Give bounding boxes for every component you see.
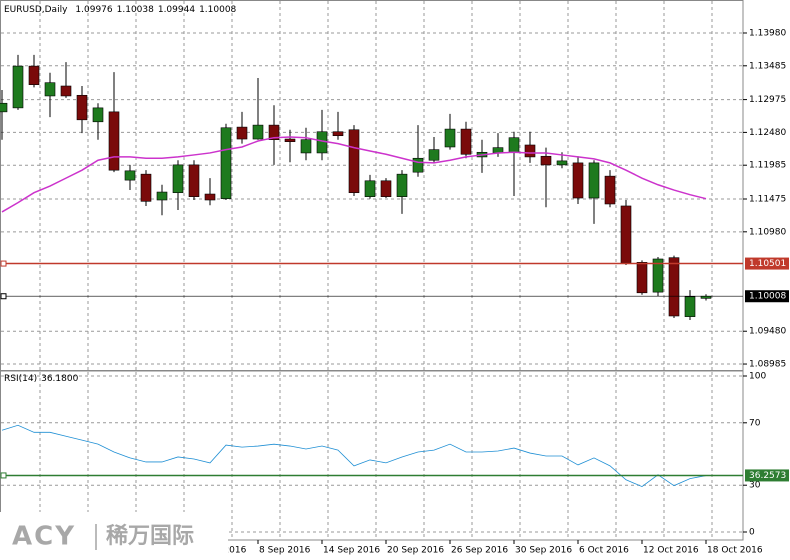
candle-body — [236, 126, 248, 140]
candle-body — [428, 149, 440, 161]
candle-body — [140, 173, 152, 202]
rsi-frame — [0, 370, 744, 541]
candle-body — [364, 180, 376, 197]
level-box — [745, 290, 789, 303]
y-tick-label: 1.11985 — [749, 161, 786, 171]
level-handle — [0, 260, 7, 267]
x-tick-label: 8 Sep 2016 — [259, 546, 311, 556]
candle-body — [588, 162, 600, 199]
x-tick-label: 30 Sep 2016 — [515, 546, 572, 556]
candle-body — [284, 138, 296, 142]
candle-body — [76, 94, 88, 121]
rsi-line — [1, 424, 707, 488]
x-tick-label: 18 Oct 2016 — [707, 546, 763, 556]
candle-body — [300, 139, 312, 154]
ohlc-close: 1.10008 — [199, 5, 236, 15]
level-box — [745, 257, 789, 270]
candle-body — [188, 164, 200, 197]
candle-body — [412, 157, 424, 173]
candle-body — [348, 129, 360, 194]
y-tick-label: 70 — [749, 418, 761, 428]
chart-title: EURUSD,Daily 1.09976 1.10038 1.09944 1.10008 — [4, 5, 237, 15]
candle-body — [460, 128, 472, 155]
rsi-title: RSI(14) 36.1800 — [4, 374, 79, 384]
candle-body — [604, 175, 616, 205]
candle-body — [332, 131, 344, 137]
watermark-bg — [0, 512, 228, 560]
y-tick-label: 1.10980 — [749, 227, 786, 237]
candle-body — [220, 127, 232, 199]
candle-body — [204, 193, 216, 201]
candle-body — [252, 124, 264, 140]
rsi-current: 36.1800 — [41, 374, 78, 384]
moving-average — [1, 136, 707, 213]
y-tick-label: 0 — [749, 528, 755, 538]
watermark-brand: ACY — [12, 522, 76, 552]
candle-body — [108, 111, 120, 171]
candle-body — [508, 137, 520, 153]
level-box — [745, 469, 789, 482]
y-tick-label: 100 — [749, 372, 766, 382]
x-tick-label: 14 Sep 2016 — [323, 546, 380, 556]
symbol: EURUSD,Daily — [4, 5, 68, 15]
ohlc-low: 1.09944 — [158, 5, 195, 15]
x-tick-label: 12 Oct 2016 — [643, 546, 699, 556]
y-tick-label: 1.13485 — [749, 61, 786, 71]
ohlc-open: 1.09976 — [75, 5, 112, 15]
y-tick-label: 1.12480 — [749, 128, 786, 138]
y-tick-label: 30 — [749, 481, 761, 491]
x-tick-label: 6 Oct 2016 — [579, 546, 629, 556]
candle-body — [28, 65, 40, 85]
candle-body — [124, 170, 136, 181]
candle-body — [444, 128, 456, 148]
ohlc-high: 1.10038 — [117, 5, 154, 15]
y-tick-label: 1.13980 — [749, 28, 786, 38]
level-label: 36.2573 — [749, 471, 786, 481]
level-handle — [0, 472, 7, 479]
level-label: 1.10008 — [749, 292, 786, 302]
candle-body — [172, 164, 184, 194]
grid — [1, 1, 743, 540]
candle-body — [652, 258, 664, 293]
candle-body — [668, 257, 680, 317]
level-handle — [0, 293, 7, 300]
y-tick-label: 1.12975 — [749, 95, 786, 105]
candle-body — [684, 296, 696, 317]
x-tick-label: 20 Sep 2016 — [387, 546, 444, 556]
candle-body — [44, 82, 56, 97]
candle-body — [156, 191, 168, 201]
x-tick-label: 26 Sep 2016 — [451, 546, 508, 556]
candle-body — [540, 155, 552, 166]
y-tick-label: 1.11475 — [749, 195, 786, 205]
candle-body — [380, 180, 392, 197]
y-tick-label: 1.08985 — [749, 360, 786, 370]
candle-body — [700, 295, 712, 299]
y-tick-label: 1.09480 — [749, 327, 786, 337]
level-label: 1.10501 — [749, 259, 786, 269]
candle-body — [60, 85, 72, 97]
candle-body — [92, 107, 104, 123]
candle-body — [524, 144, 536, 158]
rsi-name: RSI(14) — [4, 374, 37, 384]
candle-body — [268, 124, 280, 140]
watermark-chinese: 稀万国际 — [106, 523, 194, 549]
candle-body — [12, 65, 24, 109]
candle-body — [0, 102, 8, 113]
candle-body — [556, 160, 568, 166]
candle-body — [572, 162, 584, 199]
candle-body — [396, 173, 408, 197]
candle-body — [620, 205, 632, 264]
candle-body — [636, 262, 648, 294]
